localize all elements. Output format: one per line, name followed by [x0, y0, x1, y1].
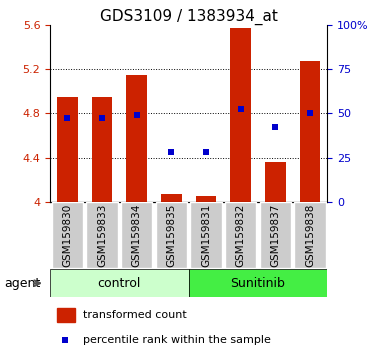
Text: GDS3109 / 1383934_at: GDS3109 / 1383934_at [100, 9, 278, 25]
FancyBboxPatch shape [190, 202, 222, 268]
Text: GSM159838: GSM159838 [305, 204, 315, 267]
Text: GSM159830: GSM159830 [62, 204, 72, 267]
FancyBboxPatch shape [259, 202, 291, 268]
Text: GSM159834: GSM159834 [132, 204, 142, 267]
Bar [126, 75, 147, 202]
Text: GSM159832: GSM159832 [236, 204, 246, 267]
Text: GSM159837: GSM159837 [270, 204, 280, 267]
Bar [189, 269, 327, 297]
Bar [265, 162, 286, 202]
Text: transformed count: transformed count [83, 310, 186, 320]
FancyBboxPatch shape [52, 202, 83, 268]
Bar [161, 194, 182, 202]
Bar [92, 97, 112, 202]
Text: GSM159833: GSM159833 [97, 204, 107, 267]
Text: agent: agent [4, 277, 40, 290]
Bar [50, 269, 189, 297]
FancyBboxPatch shape [294, 202, 325, 268]
Text: percentile rank within the sample: percentile rank within the sample [83, 335, 271, 344]
Text: GSM159831: GSM159831 [201, 204, 211, 267]
Text: GSM159835: GSM159835 [166, 204, 176, 267]
Bar [57, 97, 78, 202]
Bar [57, 308, 75, 322]
FancyBboxPatch shape [225, 202, 256, 268]
Bar [230, 28, 251, 202]
Bar [300, 61, 320, 202]
FancyBboxPatch shape [121, 202, 152, 268]
Bar [196, 196, 216, 202]
FancyBboxPatch shape [156, 202, 187, 268]
Text: control: control [98, 277, 141, 290]
FancyBboxPatch shape [86, 202, 118, 268]
Text: Sunitinib: Sunitinib [231, 277, 285, 290]
